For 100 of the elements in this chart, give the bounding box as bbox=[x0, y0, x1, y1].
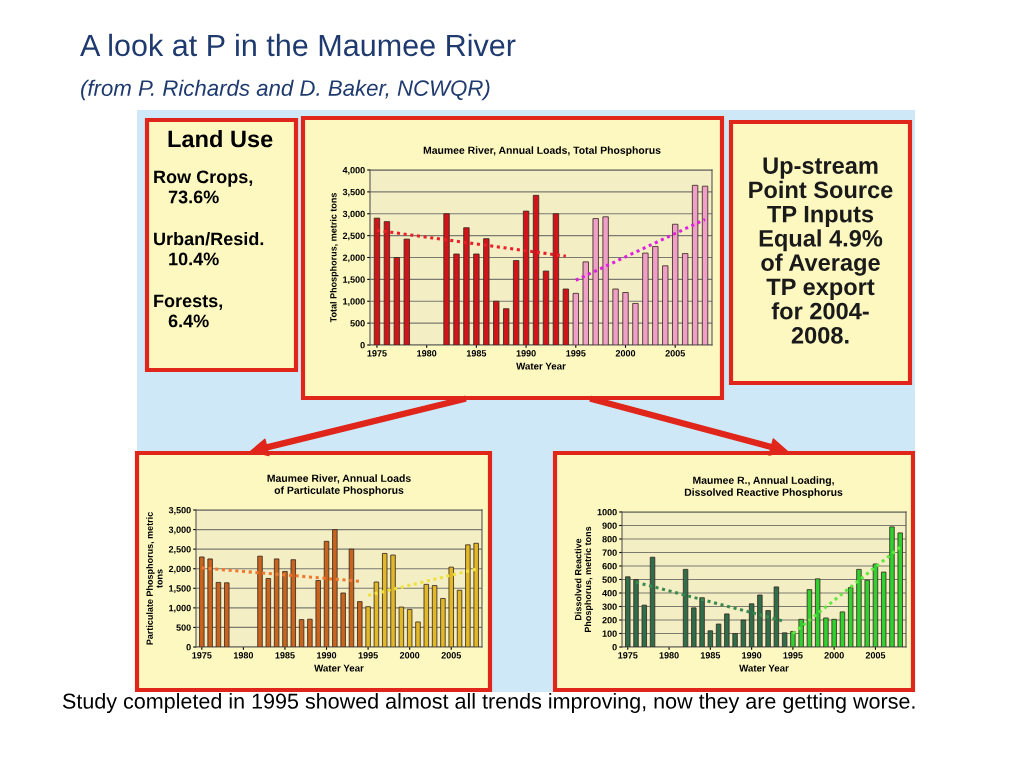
bar bbox=[473, 253, 480, 345]
bar bbox=[790, 631, 796, 647]
bar bbox=[699, 597, 705, 647]
bar bbox=[622, 292, 629, 345]
x-tick-label: 1975 bbox=[192, 652, 212, 659]
y-tick-label: 0 bbox=[186, 643, 191, 651]
bar bbox=[224, 582, 230, 647]
bar bbox=[453, 253, 460, 345]
y-tick-label: 1000 bbox=[597, 508, 617, 516]
bar bbox=[323, 540, 330, 647]
x-tick-label: 1995 bbox=[566, 350, 586, 357]
x-tick-label: 2000 bbox=[615, 350, 636, 357]
text: Up-stream Point Source TP Inputs Equal 4.9% of Average TP export for 2004- 2008. bbox=[749, 157, 893, 344]
x-tick-label: 2005 bbox=[441, 652, 462, 659]
bar bbox=[282, 571, 288, 647]
y-tick-label: 2,500 bbox=[168, 546, 191, 554]
y-tick-label: 500 bbox=[350, 320, 365, 327]
chart-title: Maumee River, Annual Loads, Total Phosphorus bbox=[423, 146, 661, 156]
x-tick-label: 1985 bbox=[275, 652, 295, 659]
bar bbox=[748, 603, 755, 647]
bar bbox=[691, 607, 697, 647]
y-tick-label: 300 bbox=[602, 603, 617, 610]
bar bbox=[382, 553, 388, 647]
text: Land Use bbox=[168, 129, 273, 148]
bar bbox=[383, 221, 391, 345]
bar bbox=[465, 544, 471, 647]
bar bbox=[207, 558, 213, 647]
bar bbox=[572, 292, 579, 345]
bar bbox=[415, 621, 421, 647]
bar bbox=[814, 578, 821, 647]
y-tick-label: 100 bbox=[602, 630, 617, 637]
bar bbox=[257, 555, 263, 647]
bar bbox=[199, 556, 205, 647]
x-tick-label: 1980 bbox=[417, 350, 437, 357]
bar bbox=[612, 288, 619, 345]
bar bbox=[357, 601, 363, 647]
y-tick-label: 3,000 bbox=[342, 210, 365, 219]
y-tick-label: 500 bbox=[602, 576, 617, 583]
bar bbox=[740, 619, 747, 647]
bar bbox=[641, 604, 647, 647]
x-tick-label: 2005 bbox=[665, 350, 686, 357]
bar bbox=[340, 592, 346, 647]
bar bbox=[542, 270, 550, 345]
text: Forests, 6.4% bbox=[154, 294, 223, 328]
bar bbox=[273, 558, 280, 647]
bar bbox=[552, 213, 560, 345]
bar bbox=[406, 609, 413, 647]
bar bbox=[290, 559, 296, 647]
chart-title: Maumee River, Annual Loads of Particulate Phosphorus bbox=[267, 474, 411, 496]
bar bbox=[390, 554, 396, 647]
bar bbox=[503, 308, 510, 345]
text: Study completed in 1995 showed almost all trends improving, now they are getting worse. bbox=[62, 693, 915, 714]
bar bbox=[403, 238, 410, 345]
y-tick-label: 1,500 bbox=[169, 585, 191, 593]
y-tick-label: 400 bbox=[602, 589, 617, 597]
bar bbox=[493, 300, 500, 345]
text: (from P. Richards and D. Baker, NCWQR) bbox=[81, 79, 490, 101]
bar bbox=[365, 606, 371, 647]
bar bbox=[765, 610, 771, 647]
y-tick-label: 0 bbox=[612, 643, 617, 651]
bar bbox=[652, 246, 659, 345]
y-tick-label: 1,500 bbox=[343, 276, 365, 285]
x-tick-label: 2005 bbox=[865, 652, 886, 659]
x-tick-label: 2000 bbox=[824, 652, 844, 659]
y-tick-label: 3,500 bbox=[342, 188, 365, 197]
x-tick-label: 1990 bbox=[516, 350, 536, 357]
x-tick-label: 1975 bbox=[618, 652, 638, 659]
x-tick-label: 2000 bbox=[399, 652, 420, 659]
x-tick-label: 1990 bbox=[742, 652, 762, 659]
bar bbox=[757, 594, 763, 647]
y-tick-label: 200 bbox=[602, 616, 617, 624]
chart-title: Maumee R., Annual Loading, Dissolved Reactive Phosphorus bbox=[684, 476, 843, 498]
bar bbox=[443, 213, 450, 345]
bar bbox=[872, 563, 879, 647]
bar bbox=[373, 217, 381, 345]
bar bbox=[848, 587, 854, 647]
bar bbox=[823, 617, 829, 647]
bar bbox=[448, 566, 454, 647]
bar bbox=[732, 633, 738, 647]
y-tick-label: 2,000 bbox=[168, 565, 191, 574]
y-tick-label: 3,500 bbox=[168, 506, 191, 515]
x-tick-label: 1980 bbox=[659, 652, 679, 659]
y-axis-title: Dissolved Reactive Phosphorus, metric tons bbox=[574, 526, 593, 633]
bar bbox=[889, 526, 895, 647]
bar bbox=[483, 238, 490, 345]
bar bbox=[715, 623, 722, 647]
bar bbox=[522, 210, 530, 345]
bar bbox=[332, 529, 338, 647]
bar bbox=[682, 568, 689, 647]
y-axis-title: Particulate Phosphorus, metric tons bbox=[146, 512, 163, 645]
y-tick-label: 600 bbox=[602, 562, 617, 570]
bar bbox=[642, 252, 649, 345]
bar bbox=[701, 185, 709, 345]
y-tick-label: 3,000 bbox=[168, 526, 191, 535]
y-tick-label: 500 bbox=[176, 624, 191, 631]
bar bbox=[512, 260, 520, 345]
bar bbox=[831, 618, 837, 647]
y-tick-label: 900 bbox=[602, 522, 617, 529]
bar bbox=[632, 303, 639, 345]
text: Urban/Resid. 10.4% bbox=[154, 232, 264, 266]
